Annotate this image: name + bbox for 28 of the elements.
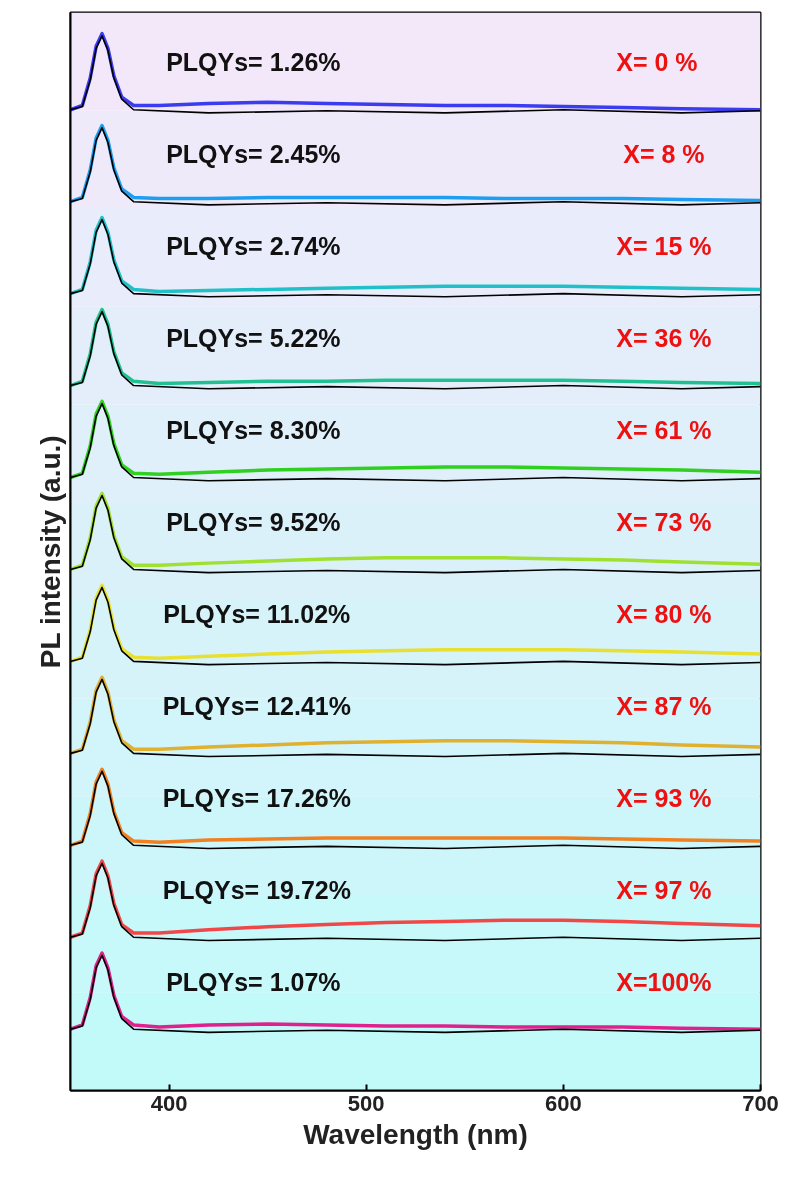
x-tick-label: 500: [347, 1090, 385, 1116]
annotation: X= 97 %: [616, 875, 712, 904]
annotation: X=100%: [616, 967, 712, 996]
annotation: X= 0 %: [616, 48, 698, 77]
annotation: PLQYs= 1.07%: [166, 967, 341, 996]
x-axis-title: Wavelength (nm): [303, 1118, 528, 1150]
annotation: PLQYs= 17.26%: [162, 783, 351, 812]
annotation: X= 36 %: [616, 324, 712, 353]
annotation: X= 8 %: [623, 140, 705, 169]
x-tick-label: 700: [742, 1090, 779, 1116]
annotation: X= 61 %: [616, 415, 712, 444]
x-tick-label: 400: [150, 1090, 188, 1116]
annotation: X= 15 %: [616, 232, 712, 261]
annotation: X= 93 %: [616, 783, 712, 812]
annotation: PLQYs= 5.22%: [166, 324, 341, 353]
annotation: PLQYs= 2.45%: [166, 140, 341, 169]
annotation: PLQYs= 8.30%: [166, 415, 341, 444]
x-tick-label: 600: [545, 1090, 582, 1116]
annotation: PLQYs= 11.02%: [163, 599, 351, 628]
annotation: PLQYs= 12.41%: [162, 691, 351, 720]
annotation: PLQYs= 2.74%: [166, 232, 341, 261]
annotation: X= 80 %: [616, 599, 712, 628]
annotation: X= 73 %: [616, 507, 712, 536]
annotation: PLQYs= 19.72%: [162, 875, 351, 904]
annotation: X= 87 %: [616, 691, 712, 720]
y-axis-title: PL intensity (a.u.): [34, 435, 66, 669]
annotation: PLQYs= 1.26%: [166, 48, 341, 77]
annotation: PLQYs= 9.52%: [166, 507, 341, 536]
